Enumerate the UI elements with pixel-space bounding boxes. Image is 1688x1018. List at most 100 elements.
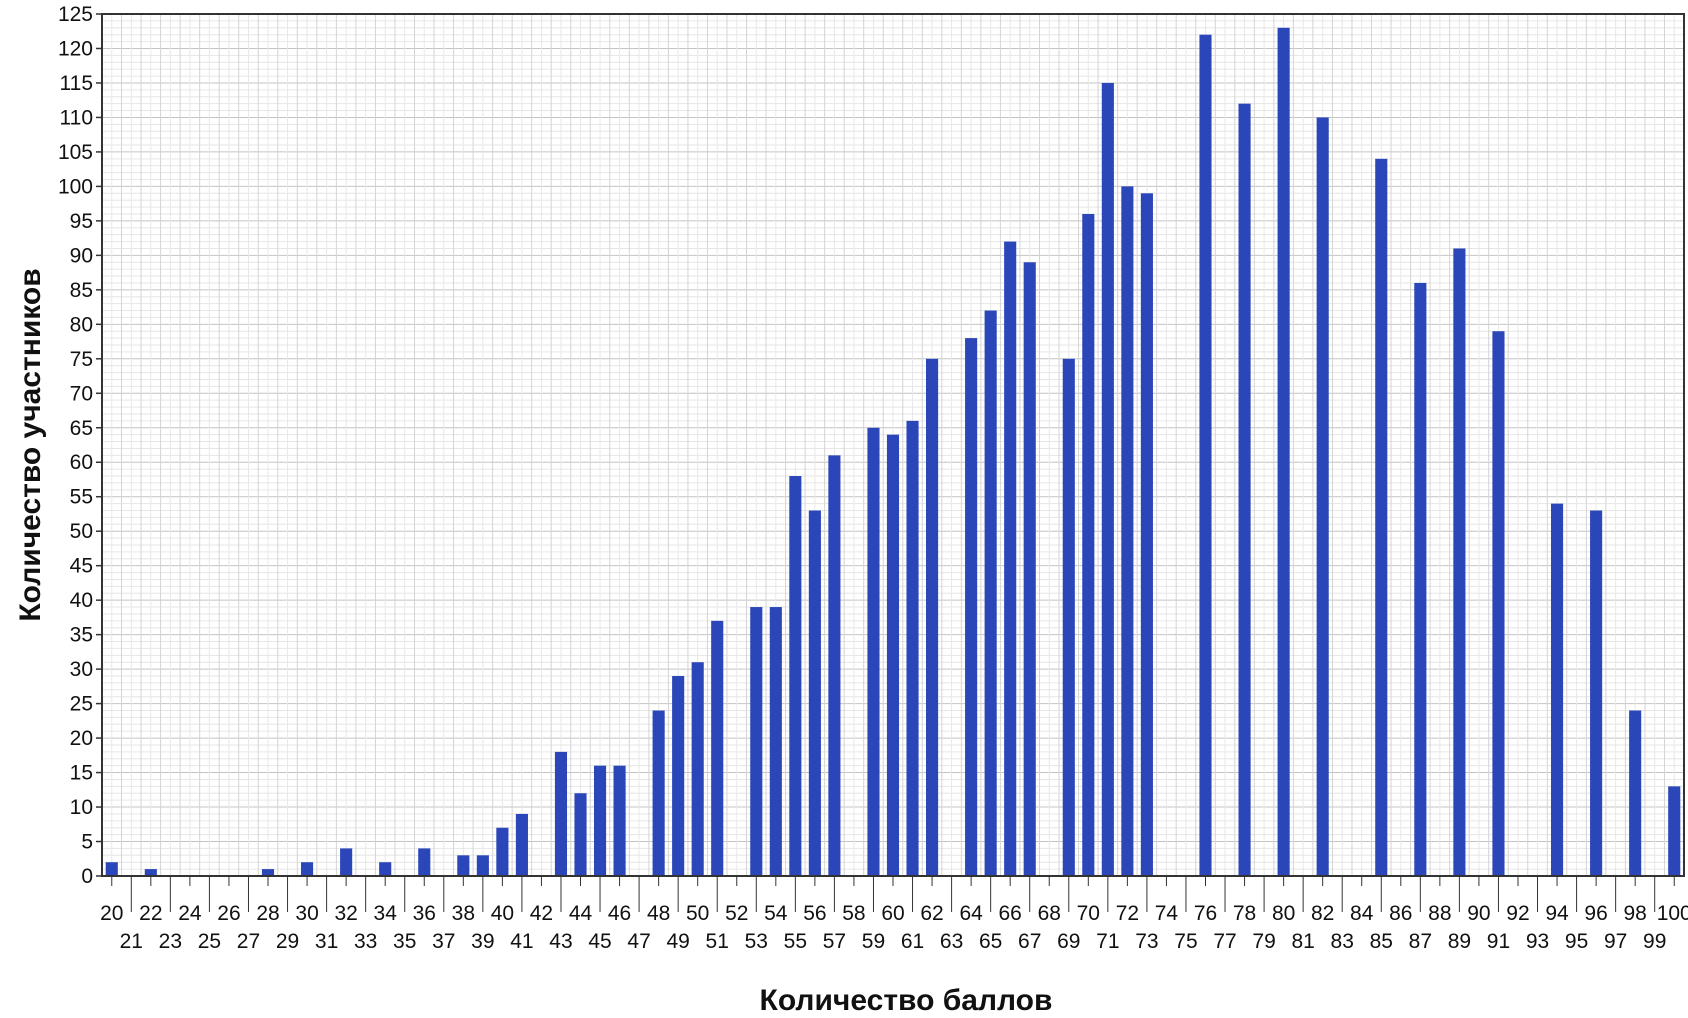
x-tick-label: 61	[901, 930, 924, 953]
y-tick-label: 75	[70, 348, 93, 371]
x-tick-label: 41	[510, 930, 533, 953]
x-tick-label: 51	[706, 930, 729, 953]
x-tick-label: 33	[354, 930, 377, 953]
x-tick-label: 53	[745, 930, 768, 953]
x-tick-label: 79	[1252, 930, 1275, 953]
y-tick-label: 125	[58, 3, 93, 26]
y-tick-label: 25	[70, 693, 93, 716]
x-tick-label: 29	[276, 930, 299, 953]
x-tick-label: 49	[666, 930, 689, 953]
x-tick-label: 63	[940, 930, 963, 953]
bar-53	[750, 607, 763, 876]
x-tick-label: 37	[432, 930, 455, 953]
y-tick-label: 65	[70, 417, 93, 440]
x-tick-label: 69	[1057, 930, 1080, 953]
x-tick-label: 89	[1448, 930, 1471, 953]
y-tick-label: 5	[81, 831, 93, 854]
bar-61	[906, 420, 919, 876]
bar-71	[1101, 82, 1114, 876]
bar-38	[457, 855, 470, 876]
bar-28	[261, 869, 275, 876]
x-tick-label: 28	[256, 902, 279, 925]
bar-49	[672, 676, 685, 876]
x-tick-label: 20	[100, 902, 123, 925]
x-tick-label: 57	[823, 930, 846, 953]
bar-46	[613, 765, 626, 876]
y-tick-label: 95	[70, 210, 93, 233]
x-tick-label: 85	[1370, 930, 1393, 953]
x-tick-label: 81	[1291, 930, 1314, 953]
x-tick-label: 40	[491, 902, 514, 925]
bar-73	[1140, 193, 1153, 876]
y-tick-label: 110	[60, 106, 93, 129]
x-tick-label: 22	[139, 902, 162, 925]
bar-72	[1121, 186, 1134, 876]
x-tick-label: 72	[1116, 902, 1139, 925]
x-tick-label: 94	[1545, 902, 1569, 925]
x-tick-label: 45	[588, 930, 611, 953]
x-tick-label: 86	[1389, 902, 1412, 925]
x-tick-label: 93	[1526, 930, 1549, 953]
x-tick-label: 62	[920, 902, 943, 925]
y-tick-label: 50	[70, 520, 93, 543]
bar-69	[1062, 358, 1075, 876]
x-tick-label: 56	[803, 902, 826, 925]
x-tick-label: 26	[217, 902, 240, 925]
x-tick-label: 35	[393, 930, 416, 953]
bar-94	[1550, 503, 1564, 876]
bar-57	[828, 455, 841, 876]
bar-54	[769, 607, 782, 876]
bar-20	[105, 862, 118, 876]
x-tick-label: 58	[842, 902, 865, 925]
x-tick-label: 95	[1565, 930, 1588, 953]
bar-70	[1082, 213, 1095, 876]
x-tick-label: 21	[120, 930, 143, 953]
bar-66	[1004, 241, 1017, 876]
bar-41	[515, 813, 528, 876]
x-tick-label: 44	[569, 902, 593, 925]
bar-56	[808, 510, 821, 876]
x-tick-label: 39	[471, 930, 494, 953]
x-tick-label: 90	[1467, 902, 1490, 925]
bar-67	[1023, 262, 1036, 877]
y-tick-label: 60	[70, 451, 93, 474]
y-axis-title: Количество участников	[14, 268, 47, 621]
x-tick-label: 60	[881, 902, 904, 925]
x-tick-label: 52	[725, 902, 748, 925]
bar-39	[476, 855, 489, 876]
x-tick-label: 71	[1096, 930, 1119, 953]
x-tick-label: 59	[862, 930, 885, 953]
x-tick-label: 82	[1311, 902, 1334, 925]
y-axis: 0 5 10 15 20 25 30 35 40 45 50 55 60 65 70 75 80 85 90 95 10…	[58, 3, 102, 888]
x-tick-label: 84	[1350, 902, 1374, 925]
y-tick-label: 70	[70, 382, 93, 405]
x-tick-label: 55	[784, 930, 807, 953]
x-tick-label: 99	[1643, 930, 1666, 953]
y-tick-label: 100	[58, 175, 93, 198]
y-tick-label: 90	[70, 244, 93, 267]
y-tick-label: 0	[81, 865, 93, 888]
x-tick-label: 50	[686, 902, 709, 925]
bar-91	[1492, 331, 1505, 876]
y-tick-label: 115	[60, 72, 93, 95]
bar-87	[1414, 282, 1427, 877]
x-tick-label: 38	[452, 902, 475, 925]
bar-36	[418, 848, 431, 876]
x-tick-label: 30	[295, 902, 318, 925]
x-tick-label: 23	[159, 930, 182, 953]
bar-40	[496, 827, 509, 876]
y-tick-label: 120	[58, 37, 93, 60]
x-tick-label: 68	[1038, 902, 1061, 925]
x-tick-label: 25	[198, 930, 221, 953]
bar-55	[789, 476, 802, 876]
bar-80	[1277, 27, 1290, 877]
bar-32	[340, 848, 353, 876]
y-tick-label: 40	[70, 589, 93, 612]
x-tick-label: 32	[334, 902, 357, 925]
x-tick-label: 31	[315, 930, 338, 953]
bar-43	[554, 751, 568, 876]
x-tick-label: 43	[549, 930, 572, 953]
x-tick-label: 76	[1194, 902, 1217, 925]
bar-60	[886, 434, 900, 876]
